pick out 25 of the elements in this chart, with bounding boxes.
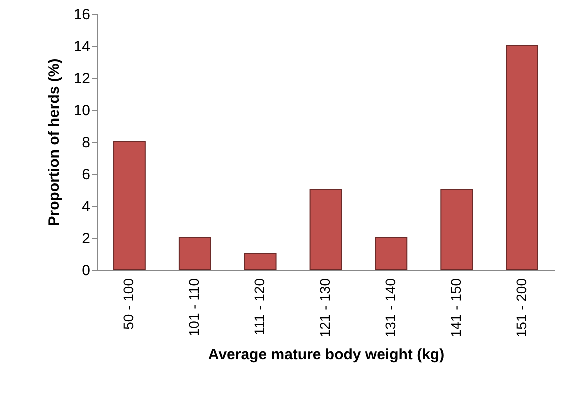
x-tick-label: 101 - 110 [186,278,202,337]
y-tick-label: 16 [74,6,90,24]
bar [244,254,277,270]
x-tick-label: 50 - 100 [120,278,137,330]
y-tick-label: 0 [82,262,90,280]
y-tick-label: 6 [82,166,90,184]
y-tick-label: 10 [74,102,90,120]
x-axis-title: Average mature body weight (kg) [208,346,445,364]
bar [310,190,342,270]
y-axis-title: Proportion of herds (%) [46,58,63,226]
y-tick-label: 14 [74,38,90,56]
x-tick-label: 131 - 140 [382,278,398,338]
bar [440,190,474,270]
bar [178,238,212,270]
bar [506,46,538,270]
x-tick-label: 141 - 150 [448,278,464,338]
y-tick-label: 2 [82,230,90,248]
bar [114,142,146,270]
x-tick-label: 121 - 130 [317,278,333,338]
y-tick-label: 4 [82,198,90,216]
y-tick-label: 12 [74,70,90,88]
x-tick-label: 111 - 120 [252,278,268,336]
x-tick-label: 151 - 200 [513,278,530,338]
bar [375,238,408,270]
y-tick-label: 8 [82,134,90,152]
